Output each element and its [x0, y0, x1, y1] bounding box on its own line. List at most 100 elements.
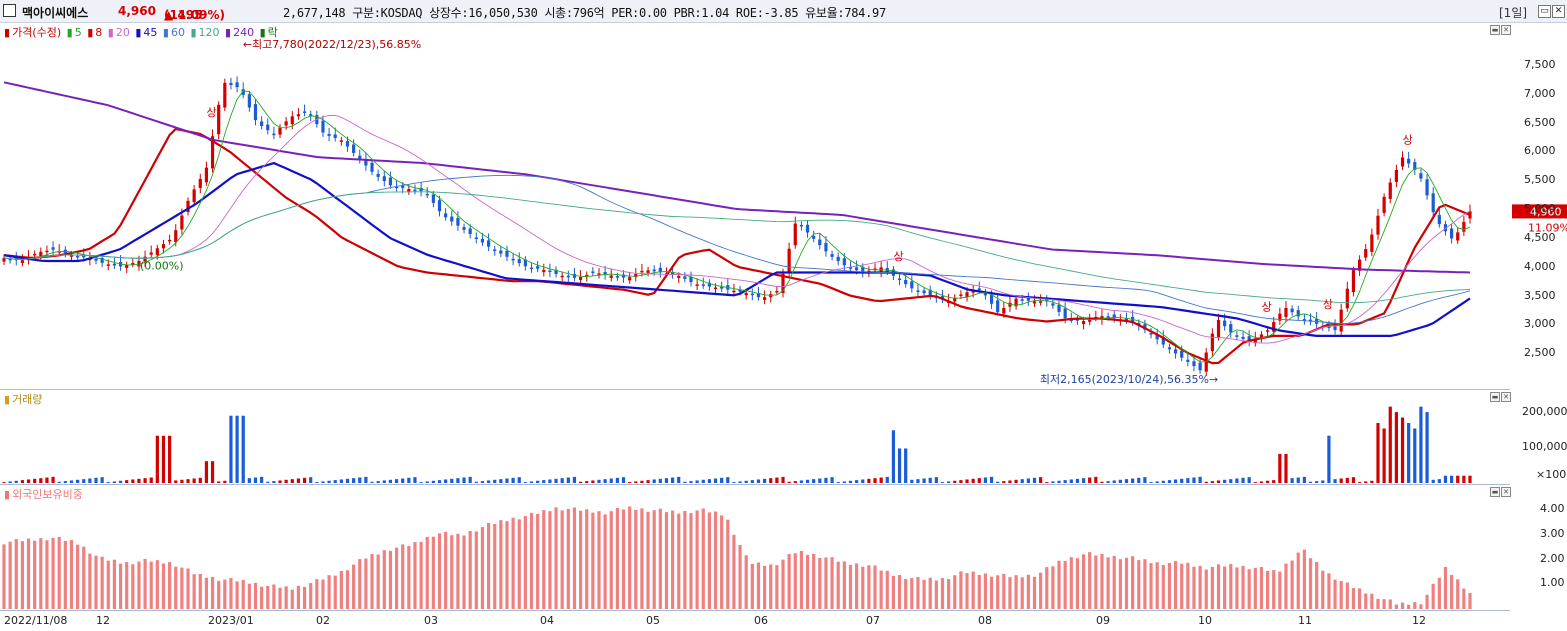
foreign-bar	[940, 578, 945, 609]
volume-bar	[296, 478, 301, 483]
foreign-bar	[1437, 577, 1441, 609]
foreign-bar	[1376, 598, 1380, 609]
candle	[1437, 214, 1441, 225]
panel-minimize-icon[interactable]: ▬	[1490, 392, 1500, 402]
panel-close-icon[interactable]: ✕	[1501, 392, 1511, 402]
foreign-bar	[922, 579, 926, 609]
foreign-bar	[989, 576, 994, 609]
foreign-chart[interactable]	[0, 484, 1567, 610]
foreign-bar	[1137, 560, 1141, 609]
candle	[1039, 301, 1043, 303]
candle	[327, 133, 331, 136]
legend-marker: ▮	[4, 393, 11, 406]
volume-bar	[744, 480, 748, 483]
candle	[1370, 234, 1374, 252]
price-chart[interactable]: ←최고7,780(2022/12/23),56.85% 최저2,165(2023/…	[0, 22, 1567, 389]
volume-bar	[1167, 480, 1172, 483]
volume-bar	[76, 479, 80, 483]
candle	[1253, 338, 1257, 344]
foreign-bar	[634, 509, 638, 609]
candle	[1210, 333, 1214, 352]
volume-bar	[787, 481, 791, 483]
volume-bar	[1192, 477, 1196, 483]
volume-bar	[1407, 423, 1411, 483]
foreign-bar	[8, 541, 12, 609]
select-checkbox[interactable]	[3, 4, 16, 17]
candle	[1259, 334, 1264, 338]
foreign-bar	[480, 527, 485, 609]
volume-bar	[1449, 475, 1454, 483]
foreign-bar	[180, 567, 184, 609]
volume-bar	[260, 476, 264, 483]
volume-chart[interactable]	[0, 389, 1567, 484]
volume-bar	[1002, 481, 1006, 483]
foreign-bar	[1388, 599, 1392, 609]
volume-bar	[511, 477, 515, 483]
panel-minimize-icon[interactable]: ▬	[1490, 25, 1500, 35]
volume-bar	[180, 479, 184, 483]
foreign-bar	[174, 566, 178, 609]
panel-close-icon[interactable]: ✕	[1501, 487, 1511, 497]
volume-bar	[603, 479, 607, 483]
candle	[1308, 319, 1313, 322]
candle	[812, 235, 816, 239]
foreign-bar	[1180, 563, 1184, 609]
change-value: ▲ 495	[164, 8, 203, 22]
foreign-bar	[1370, 593, 1374, 609]
restore-icon[interactable]: ▭	[1538, 5, 1551, 18]
candle	[1419, 173, 1423, 179]
foreign-bar	[609, 511, 613, 609]
foreign-bar	[247, 583, 251, 609]
foreign-bar	[670, 510, 675, 609]
candle	[382, 176, 386, 182]
volume-bar	[677, 476, 681, 483]
period-selector[interactable]: [1일]	[1499, 6, 1528, 20]
foreign-bar	[1173, 560, 1178, 609]
foreign-bar	[272, 584, 276, 609]
foreign-bar	[536, 513, 540, 609]
foreign-bar	[1149, 563, 1153, 609]
foreign-bar	[934, 580, 938, 609]
volume-bar	[94, 477, 98, 483]
foreign-bar	[1284, 563, 1288, 609]
foreign-bar	[266, 585, 270, 609]
foreign-bar	[94, 555, 98, 609]
volume-bar	[112, 481, 117, 483]
foreign-bar	[1351, 588, 1356, 609]
foreign-bar	[1008, 577, 1012, 609]
candle	[658, 267, 662, 273]
volume-bar	[388, 479, 393, 483]
panel-minimize-icon[interactable]: ▬	[1490, 487, 1500, 497]
close-icon[interactable]: ✕	[1552, 5, 1565, 18]
foreign-bar	[867, 565, 871, 609]
volume-bar	[45, 477, 49, 483]
foreign-bar	[1333, 579, 1337, 609]
foreign-bar	[572, 507, 577, 609]
volume-bar	[652, 479, 656, 483]
candle	[585, 274, 589, 277]
volume-bar	[1088, 477, 1092, 483]
candle	[566, 275, 570, 278]
foreign-bar	[1247, 569, 1251, 609]
candle	[125, 265, 129, 268]
foreign-bar	[401, 544, 405, 609]
candle	[2, 258, 6, 262]
low-annotation: 최저2,165(2023/10/24),56.35%→	[1040, 373, 1218, 386]
candle	[112, 263, 117, 266]
ma-line-8	[3, 127, 1471, 365]
x-tick: 03	[424, 614, 438, 627]
panel-close-icon[interactable]: ✕	[1501, 25, 1511, 35]
volume-bar	[431, 480, 435, 483]
candle	[493, 249, 497, 251]
foreign-bar	[756, 562, 761, 609]
foreign-bar	[223, 579, 227, 609]
candle	[1376, 215, 1380, 235]
volume-bar	[1075, 478, 1080, 483]
volume-tick: 200,000	[1522, 405, 1567, 418]
foreign-bar	[885, 570, 889, 609]
foreign-bar	[1241, 565, 1245, 609]
foreign-bar	[1143, 559, 1147, 609]
volume-bar	[63, 481, 67, 483]
foreign-bar	[486, 523, 491, 609]
foreign-bar	[812, 553, 816, 609]
